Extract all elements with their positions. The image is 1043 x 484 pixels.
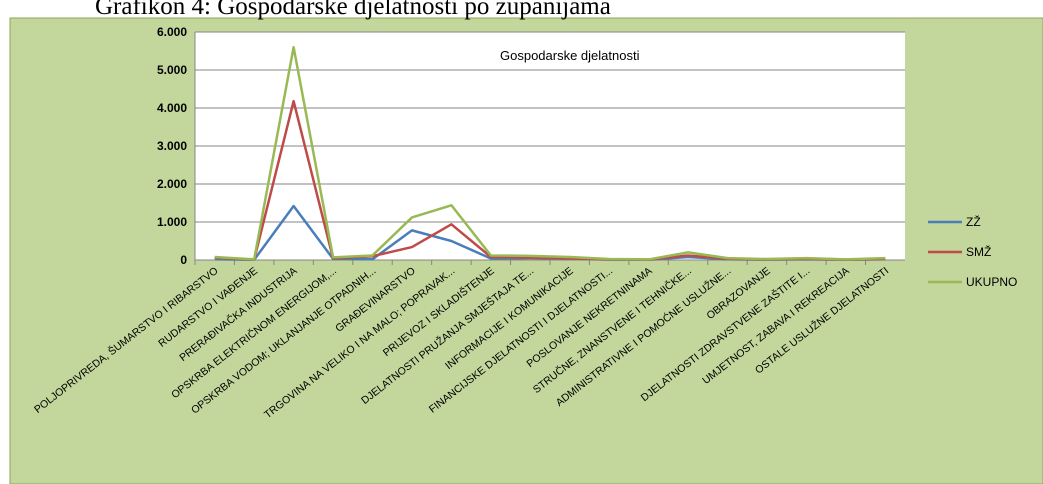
legend-label: ZŽ <box>966 214 981 229</box>
series-line <box>214 45 886 261</box>
legend-label: UKUPNO <box>966 275 1017 289</box>
y-tick-label: 4.000 <box>157 101 187 115</box>
y-tick-label: 1.000 <box>157 215 187 229</box>
chart-title: Gospodarske djelatnosti <box>500 48 640 63</box>
y-tick-label: 6.000 <box>157 25 187 39</box>
caption: Grafikon 4: Gospodarske djelatnosti po ž… <box>95 0 611 20</box>
y-tick-label: 2.000 <box>157 177 187 191</box>
y-tick-label: 3.000 <box>157 139 187 153</box>
y-tick-label: 0 <box>180 253 187 267</box>
y-tick-label: 5.000 <box>157 63 187 77</box>
legend-label: SMŽ <box>966 244 991 259</box>
